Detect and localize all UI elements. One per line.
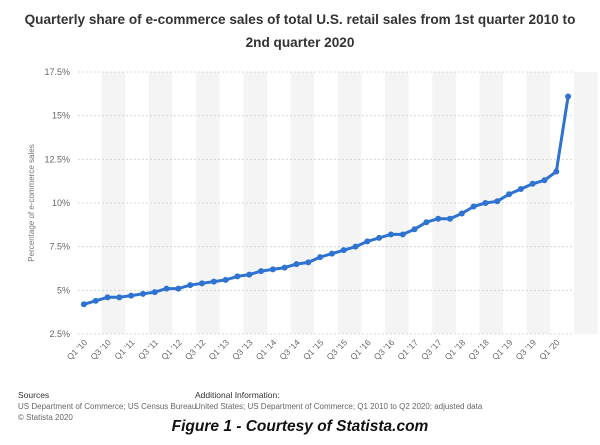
- data-point: [234, 273, 241, 280]
- column-band: [385, 72, 409, 334]
- data-point: [246, 271, 253, 278]
- additional-info-line-1: United States; US Department of Commerce…: [195, 402, 483, 411]
- x-tick-label: Q3 '16: [372, 337, 397, 362]
- sources-line-1: US Department of Commerce; US Census Bur…: [18, 402, 197, 411]
- x-tick-label: Q3 '18: [466, 337, 491, 362]
- y-tick-label: 12.5%: [44, 154, 70, 164]
- data-point: [447, 215, 453, 222]
- data-point: [541, 177, 548, 184]
- data-point: [151, 289, 158, 296]
- x-tick-label: Q1 '15: [301, 337, 326, 362]
- data-point: [458, 210, 465, 217]
- x-tick-label: Q3 '17: [419, 337, 444, 362]
- data-point: [364, 238, 371, 245]
- y-tick-label: 2.5%: [49, 329, 70, 339]
- x-tick-label: Q3 '11: [136, 337, 160, 361]
- x-tick-label: Q3 '15: [325, 337, 350, 362]
- data-point: [222, 276, 229, 283]
- sources-line-2: © Statista 2020: [18, 413, 73, 422]
- data-point: [411, 226, 418, 233]
- column-band: [101, 72, 126, 334]
- data-point: [293, 261, 300, 268]
- data-point: [139, 290, 146, 297]
- column-band: [337, 72, 362, 334]
- additional-info-block: Additional Information: United States; U…: [195, 390, 482, 412]
- data-point: [305, 259, 312, 266]
- x-tick-label: Q3 '12: [183, 337, 208, 362]
- y-tick-label: 15%: [52, 111, 70, 121]
- column-band: [432, 72, 456, 334]
- x-tick-label: Q3 '10: [88, 337, 113, 362]
- data-point: [80, 301, 87, 308]
- x-tick-label: Q1 '19: [490, 337, 515, 362]
- data-point: [553, 168, 560, 175]
- data-point: [352, 243, 359, 250]
- data-point: [128, 292, 135, 299]
- data-point: [317, 254, 324, 261]
- data-point: [104, 294, 111, 301]
- data-point: [210, 278, 217, 285]
- data-point: [328, 250, 335, 257]
- sources-heading: Sources: [18, 390, 50, 400]
- sources-block: Sources US Department of Commerce; US Ce…: [18, 390, 196, 423]
- data-point: [399, 231, 406, 238]
- x-tick-label: Q1 '14: [254, 337, 279, 362]
- data-point: [163, 285, 170, 292]
- line-chart: 2.5%5%7.5%10%12.5%15%17.5%Q1 '10 Q3 '10 Q1…: [27, 67, 598, 362]
- x-tick-label: Q1 '12: [159, 337, 184, 362]
- x-tick-label: Q1 '11: [112, 337, 136, 361]
- data-point: [281, 264, 288, 271]
- data-point: [116, 294, 123, 301]
- y-tick-label: 7.5%: [49, 242, 70, 252]
- data-point: [423, 219, 430, 226]
- column-band: [574, 72, 598, 334]
- data-point: [269, 266, 276, 273]
- data-point: [494, 198, 501, 205]
- x-tick-label: Q1 '13: [206, 337, 231, 362]
- data-point: [92, 297, 99, 304]
- data-point: [376, 234, 383, 241]
- additional-info-heading: Additional Information:: [195, 390, 280, 400]
- y-axis-label: Percentage of e-commerce sales: [27, 144, 36, 261]
- x-tick-label: Q3 '14: [277, 337, 302, 362]
- data-point: [340, 247, 347, 254]
- data-point: [258, 268, 265, 275]
- x-tick-label: Q1 '18: [443, 337, 468, 362]
- data-point: [175, 285, 182, 292]
- x-tick-label: Q3 '19: [513, 337, 538, 362]
- data-point: [565, 93, 572, 100]
- data-point: [517, 186, 524, 193]
- data-point: [435, 215, 442, 222]
- chart-title: Quarterly share of e-commerce sales of t…: [24, 12, 576, 50]
- x-tick-label: Q1 '20: [537, 337, 562, 362]
- column-band: [148, 72, 173, 334]
- data-point: [529, 180, 536, 187]
- y-tick-label: 5%: [57, 285, 70, 295]
- y-tick-label: 17.5%: [44, 67, 70, 77]
- figure-caption: Figure 1 - Courtesy of Statista.com: [171, 418, 429, 435]
- data-point: [506, 191, 513, 198]
- data-point: [199, 280, 205, 287]
- x-tick-label: Q1 '10: [65, 337, 90, 362]
- data-point: [482, 200, 489, 206]
- x-tick-label: Q1 '16: [348, 337, 373, 362]
- data-point: [187, 282, 194, 289]
- y-tick-label: 10%: [52, 198, 70, 208]
- x-tick-label: Q3 '13: [230, 337, 255, 362]
- x-tick-label: Q1 '17: [395, 337, 420, 362]
- data-point: [470, 203, 477, 210]
- data-point: [387, 231, 394, 238]
